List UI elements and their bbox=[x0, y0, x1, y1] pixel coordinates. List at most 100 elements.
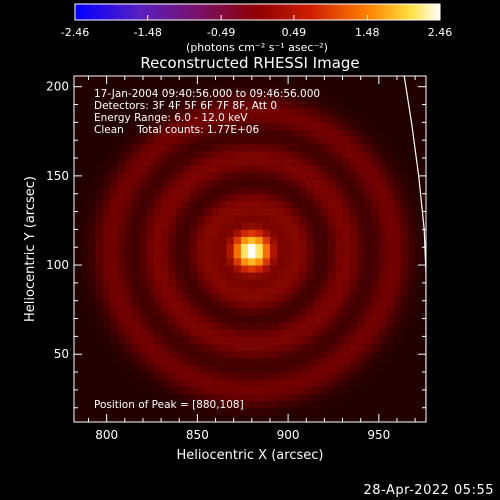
heatmap-cell bbox=[357, 186, 365, 195]
heatmap-cell bbox=[284, 165, 293, 173]
heatmap-cell bbox=[197, 122, 206, 130]
heatmap-cell bbox=[248, 207, 256, 216]
heatmap-cell bbox=[320, 307, 329, 316]
heatmap-cell bbox=[284, 257, 293, 266]
heatmap-cell bbox=[269, 115, 278, 123]
heatmap-cell bbox=[153, 115, 162, 123]
heatmap-cell bbox=[357, 322, 365, 330]
heatmap-cell bbox=[248, 329, 256, 337]
heatmap-cell bbox=[357, 350, 365, 359]
heatmap-cell bbox=[393, 193, 401, 202]
heatmap-cell bbox=[291, 86, 300, 95]
heatmap-cell bbox=[407, 150, 416, 159]
heatmap-cell bbox=[386, 215, 394, 223]
heatmap-cell bbox=[240, 286, 249, 294]
heatmap-cell bbox=[190, 193, 198, 202]
heatmap-cell bbox=[328, 350, 336, 359]
heatmap-cell bbox=[117, 350, 126, 359]
heatmap-cell bbox=[124, 379, 133, 387]
heatmap-cell bbox=[168, 165, 177, 173]
heatmap-cell bbox=[378, 229, 387, 237]
heatmap-cell bbox=[393, 379, 401, 387]
heatmap-cell bbox=[306, 200, 314, 209]
heatmap-cell bbox=[204, 329, 213, 337]
heatmap-cell bbox=[400, 93, 409, 102]
heatmap-cell bbox=[284, 407, 293, 416]
heatmap-cell bbox=[81, 272, 89, 280]
heatmap-cell bbox=[400, 329, 409, 337]
heatmap-cell bbox=[153, 257, 162, 266]
heatmap-cell bbox=[284, 200, 293, 209]
heatmap-cell bbox=[386, 364, 394, 373]
heatmap-cell bbox=[262, 229, 271, 237]
heatmap-cell bbox=[110, 236, 118, 245]
heatmap-cell bbox=[103, 215, 111, 223]
heatmap-cell bbox=[197, 314, 206, 323]
heatmap-cell bbox=[393, 329, 401, 337]
heatmap-cell bbox=[240, 364, 249, 373]
heatmap-cell bbox=[74, 186, 82, 195]
heatmap-cell bbox=[103, 129, 111, 138]
heatmap-cell bbox=[320, 222, 329, 230]
heatmap-cell bbox=[197, 179, 206, 187]
heatmap-cell bbox=[219, 122, 227, 130]
heatmap-cell bbox=[153, 336, 162, 344]
heatmap-cell bbox=[371, 307, 380, 316]
colorbar-tick-label: -2.46 bbox=[61, 26, 89, 39]
heatmap-cell bbox=[328, 300, 336, 309]
heatmap-cell bbox=[277, 279, 285, 287]
heatmap-cell bbox=[110, 400, 118, 409]
heatmap-cell bbox=[211, 386, 220, 394]
heatmap-cell bbox=[182, 172, 191, 180]
heatmap-cell bbox=[407, 172, 416, 180]
heatmap-cell bbox=[306, 329, 314, 337]
heatmap-cell bbox=[211, 307, 220, 316]
heatmap-cell bbox=[371, 108, 380, 116]
heatmap-cell bbox=[197, 100, 206, 109]
heatmap-cell bbox=[110, 243, 118, 252]
heatmap-cell bbox=[349, 386, 358, 394]
heatmap-cell bbox=[240, 115, 249, 123]
heatmap-cell bbox=[124, 314, 133, 323]
heatmap-cell bbox=[255, 215, 264, 223]
heatmap-cell bbox=[407, 307, 416, 316]
heatmap-cell bbox=[422, 108, 426, 116]
heatmap-cell bbox=[95, 300, 104, 309]
heatmap-cell bbox=[182, 293, 191, 302]
heatmap-cell bbox=[262, 108, 271, 116]
heatmap-cell bbox=[190, 215, 198, 223]
heatmap-cell bbox=[233, 165, 242, 173]
heatmap-cell bbox=[277, 272, 285, 280]
heatmap-cell bbox=[400, 229, 409, 237]
heatmap-cell bbox=[313, 86, 322, 95]
heatmap-cell bbox=[153, 200, 162, 209]
heatmap-cell bbox=[400, 193, 409, 202]
heatmap-cell bbox=[255, 293, 264, 302]
heatmap-cell bbox=[153, 250, 162, 259]
heatmap-cell bbox=[197, 172, 206, 180]
heatmap-cell bbox=[284, 143, 293, 152]
heatmap-cell bbox=[328, 314, 336, 323]
heatmap-cell bbox=[175, 207, 184, 216]
heatmap-cell bbox=[88, 286, 97, 294]
heatmap-cell bbox=[182, 279, 191, 287]
heatmap-cell bbox=[226, 307, 235, 316]
heatmap-cell bbox=[262, 372, 271, 380]
heatmap-cell bbox=[132, 165, 140, 173]
heatmap-cell bbox=[371, 286, 380, 294]
heatmap-cell bbox=[328, 257, 336, 266]
heatmap-cell bbox=[190, 300, 198, 309]
heatmap-cell bbox=[226, 193, 235, 202]
heatmap-cell bbox=[182, 300, 191, 309]
heatmap-cell bbox=[400, 400, 409, 409]
y-tick-label: 150 bbox=[46, 169, 69, 183]
heatmap-cell bbox=[277, 122, 285, 130]
heatmap-cell bbox=[240, 200, 249, 209]
heatmap-cell bbox=[240, 350, 249, 359]
heatmap-cell bbox=[364, 400, 372, 409]
heatmap-cell bbox=[88, 400, 97, 409]
heatmap-cell bbox=[110, 158, 118, 166]
heatmap-cell bbox=[349, 236, 358, 245]
heatmap-cell bbox=[226, 158, 235, 166]
heatmap-cell bbox=[168, 150, 177, 159]
